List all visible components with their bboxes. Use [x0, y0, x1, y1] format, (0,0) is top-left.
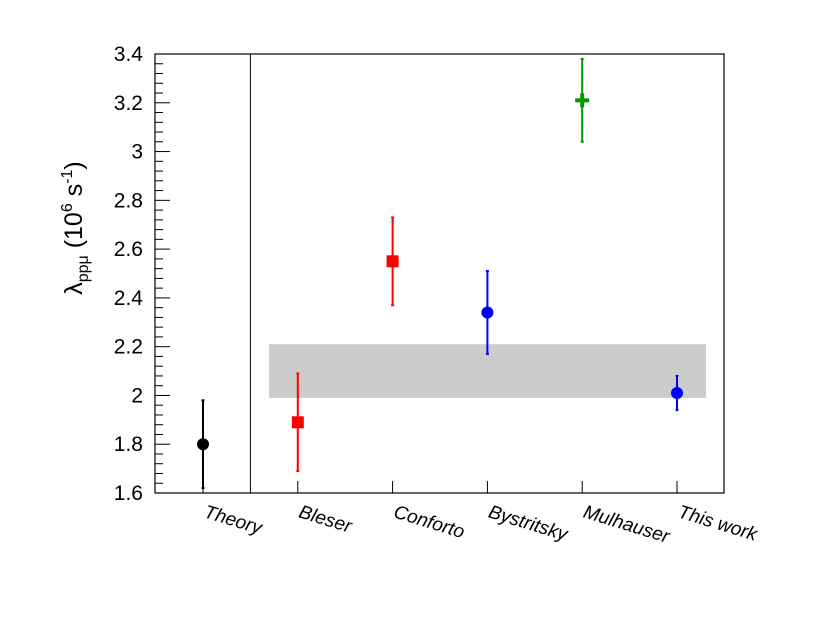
x-category-label: Bleser	[296, 502, 354, 538]
y-axis-label-unit-exp: 6	[59, 203, 76, 212]
y-axis-label-unit-close: )	[60, 161, 88, 169]
x-axis: Theory Bleser Conforto Bystritsky Mulhauser T…	[202, 481, 761, 548]
x-category-label: Conforto	[391, 502, 467, 543]
x-category-label: Theory	[202, 502, 266, 540]
x-category-label: Bystritsky	[486, 502, 571, 546]
y-axis-label-unit-exp2: -1	[59, 169, 76, 183]
y-tick-label: 3	[131, 141, 143, 164]
y-axis-label-unit-mid: s	[60, 184, 88, 203]
data-points	[197, 57, 683, 490]
y-tick-label: 2.4	[114, 287, 144, 310]
data-point-square	[291, 416, 304, 429]
data-point-circle	[197, 438, 209, 451]
y-tick-label: 2.8	[114, 189, 143, 212]
data-point-circle	[481, 306, 494, 319]
y-tick-label: 2.2	[114, 336, 143, 359]
y-tick-label: 2.6	[114, 238, 143, 261]
data-point-cross-v	[580, 93, 585, 108]
y-tick-label: 2	[131, 384, 143, 407]
y-axis-label-subscript: ppμ	[75, 255, 92, 282]
y-axis: 1.6 1.8 2 2.2 2.4 2.6 2.8 3 3.2 3.4	[114, 43, 170, 505]
plot-frame	[154, 53, 725, 494]
data-point-square	[386, 255, 399, 268]
y-axis-label: λppμ (106 s-1)	[59, 161, 92, 295]
data-point-circle	[671, 387, 683, 400]
y-tick-label: 3.2	[114, 92, 143, 115]
x-category-label: Mulhauser	[581, 502, 673, 548]
y-tick-label: 1.8	[114, 433, 143, 456]
x-category-label: This work	[676, 502, 761, 546]
y-tick-label: 1.6	[114, 482, 143, 505]
y-tick-label: 3.4	[114, 43, 144, 66]
y-axis-label-unit-open: (10	[60, 212, 88, 255]
y-axis-label-symbol: λ	[60, 282, 88, 295]
